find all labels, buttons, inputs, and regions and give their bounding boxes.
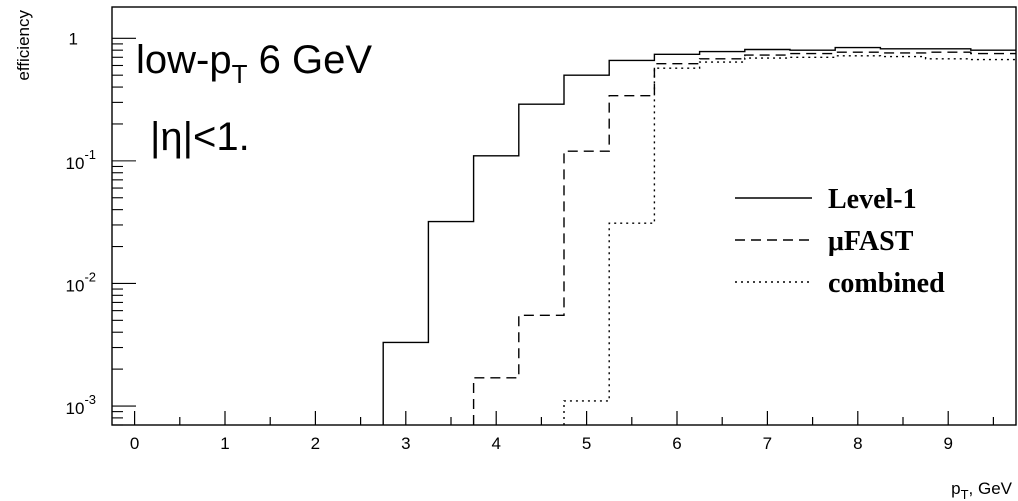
y-tick-label-exp: -1: [84, 147, 96, 162]
y-tick-label: 10-2: [66, 269, 96, 295]
legend-label: combined: [828, 268, 945, 299]
annotation-trigger-sub: T: [232, 59, 248, 89]
series-layer: [382, 46, 1016, 425]
x-tick-label: 8: [853, 434, 862, 453]
y-tick-label: 1: [69, 29, 78, 48]
y-tick-label-exp: -3: [84, 392, 96, 407]
x-axis-label-rest: , GeV: [969, 479, 1013, 498]
annotation-trigger-rest: 6 GeV: [247, 38, 372, 82]
x-tick-label: 2: [311, 434, 320, 453]
legend-label: Level-1: [828, 184, 917, 215]
y-axis-ticks: 110-110-210-3: [66, 29, 136, 426]
series-solid-line: [382, 46, 1016, 425]
x-axis-label-base: p: [951, 479, 960, 498]
x-tick-label: 5: [582, 434, 591, 453]
legend: Level-1 μFAST combined: [735, 184, 945, 299]
legend-label: μFAST: [828, 226, 914, 257]
x-tick-label: 6: [672, 434, 681, 453]
x-axis-label: pT, GeV: [951, 479, 1013, 501]
x-axis-label-sub: T: [961, 487, 969, 501]
x-tick-label: 3: [401, 434, 410, 453]
annotation-eta: |η|<1.: [150, 115, 250, 159]
x-tick-label: 0: [130, 434, 139, 453]
x-tick-label: 7: [763, 434, 772, 453]
annotation-trigger: low-pT 6 GeV: [136, 38, 372, 89]
y-tick-label: 10-1: [66, 147, 96, 173]
series-dotted-line: [563, 55, 1016, 425]
y-tick-label-base: 10: [66, 399, 85, 418]
y-tick-label-exp: -2: [84, 269, 96, 284]
x-axis-ticks: 0 1 2 3 4 5 6 7 8 9: [130, 411, 995, 453]
x-tick-label: 9: [943, 434, 952, 453]
annotation-trigger-base: low-p: [136, 38, 232, 82]
y-tick-label: 10-3: [66, 392, 96, 418]
y-axis-label: efficiency: [14, 10, 33, 81]
x-tick-label: 4: [491, 434, 500, 453]
x-tick-label: 1: [220, 434, 229, 453]
y-tick-label-base: 10: [66, 276, 85, 295]
y-tick-label-base: 10: [66, 154, 85, 173]
series-dashed-line: [472, 51, 1016, 425]
